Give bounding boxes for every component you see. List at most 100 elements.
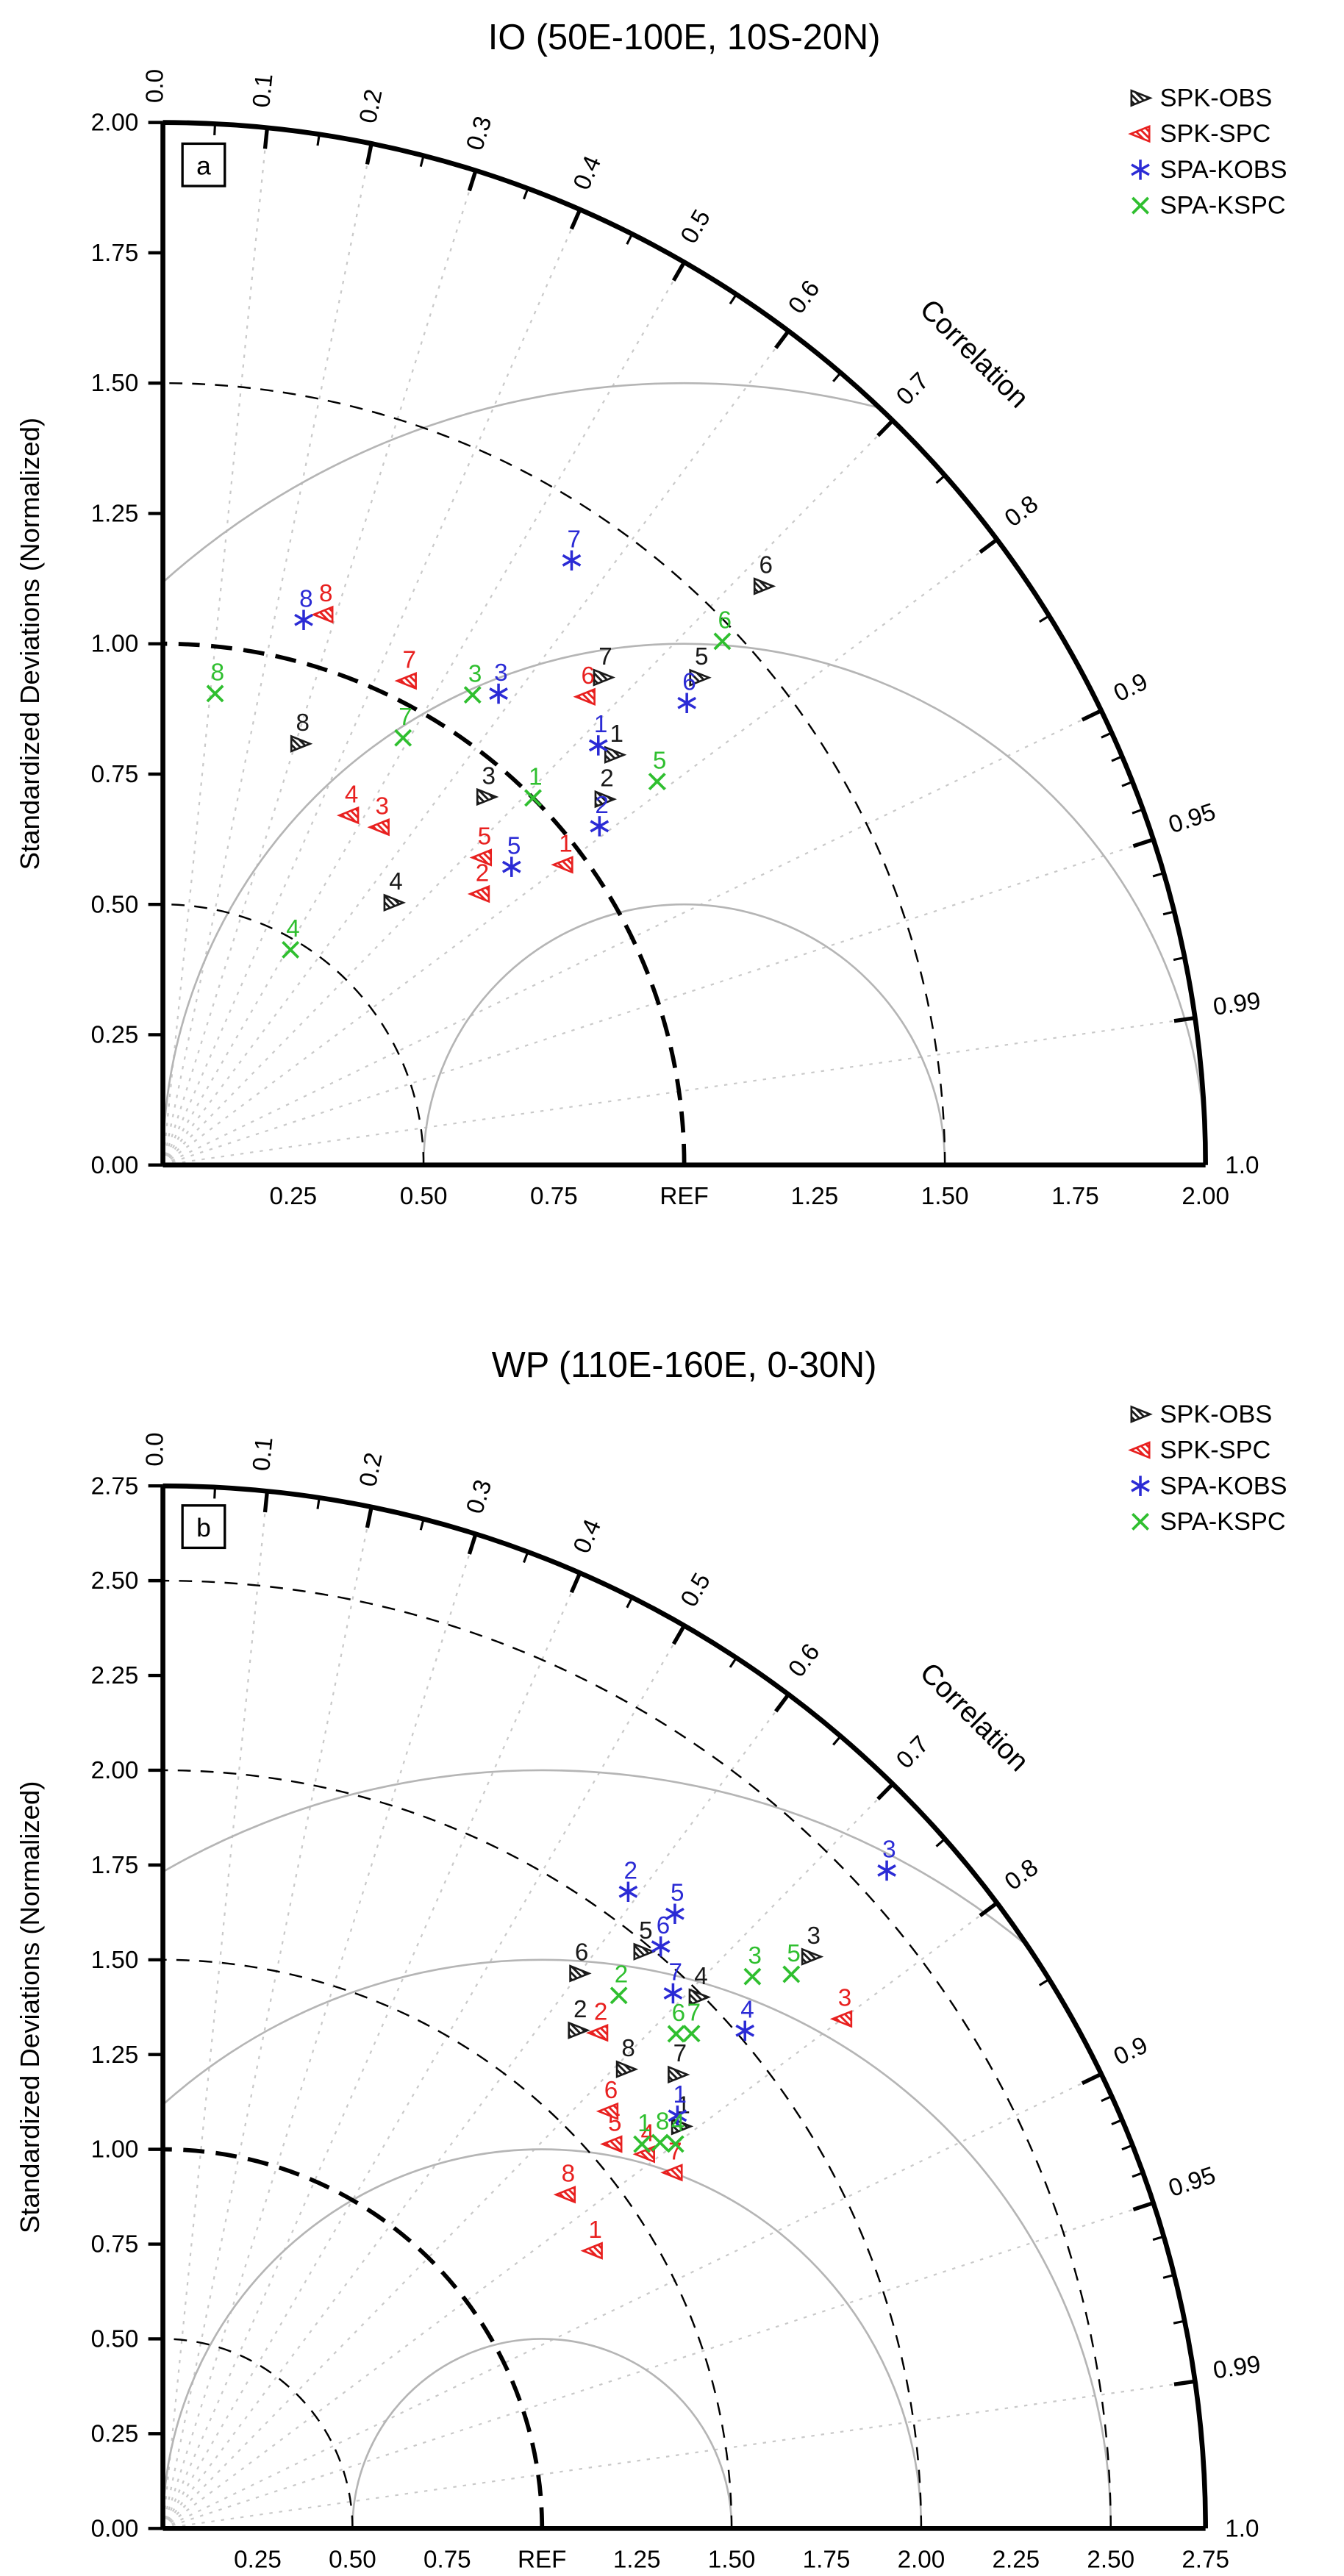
data-point: 6 [569, 1939, 592, 1983]
point-label: 6 [657, 1912, 670, 1939]
x-tick-label: 2.25 [992, 2546, 1040, 2573]
taylor-panel-b: 0.000.250.500.751.001.251.501.752.002.25… [91, 1400, 1287, 2574]
correlation-tick [1132, 837, 1154, 848]
triangle-left-marker-icon [1128, 1441, 1151, 1459]
data-point: 4 [282, 915, 300, 959]
correlation-tick [979, 537, 998, 554]
data-point: 3 [877, 1836, 896, 1881]
data-point: 6 [677, 669, 697, 714]
outer-arc [162, 120, 1208, 1165]
triangle-right-marker-icon [801, 1947, 824, 1966]
correlation-tick-label: 0.2 [354, 87, 387, 126]
triangle-right-marker-icon [593, 668, 616, 687]
correlation-tick [1132, 808, 1144, 815]
cross-marker-icon [743, 1967, 762, 1986]
correlation-tick [1111, 2119, 1123, 2126]
correlation-tick [1173, 1016, 1195, 1023]
cross-marker-icon [282, 940, 300, 959]
point-label: 4 [286, 915, 299, 942]
triangle-right-marker-icon [476, 787, 499, 806]
point-label: 8 [211, 659, 224, 687]
panel-letter: a [196, 151, 211, 181]
x-tick-label: 0.25 [270, 1183, 318, 1210]
cross-marker-icon [610, 1986, 628, 2005]
data-point: 1 [524, 764, 543, 807]
correlation-tick [1162, 910, 1175, 916]
data-point: 3 [476, 762, 499, 806]
rms-arc [351, 2338, 733, 2529]
triangle-right-marker-icon [569, 1964, 592, 1983]
point-label: 1 [559, 831, 572, 858]
cross-marker-icon [394, 729, 412, 747]
asterisk-marker-icon [877, 1860, 896, 1881]
point-label: 3 [482, 762, 496, 790]
correlation-tick-label: 0.95 [1165, 798, 1219, 839]
correlation-tick [419, 155, 425, 168]
data-point: 1 [588, 711, 608, 756]
y-tick-label: 0.25 [91, 2420, 139, 2447]
panel-letter-box [181, 1504, 226, 1550]
y-tick-label: 1.75 [91, 1852, 139, 1879]
data-point: 4 [336, 781, 360, 825]
point-label: 1 [637, 2110, 651, 2137]
point-label: 2 [573, 1996, 587, 2023]
correlation-tick-label: 0.3 [461, 113, 497, 154]
data-point: 3 [463, 660, 482, 704]
correlation-tick [523, 187, 529, 200]
asterisk-marker-icon [294, 609, 313, 630]
y-tick-label: 1.50 [91, 370, 139, 397]
y-tick-label: 0.00 [91, 2515, 139, 2542]
cross-marker-icon [1132, 1512, 1149, 1531]
y-tick-label: 2.75 [91, 1473, 139, 1500]
point-label: 4 [740, 1997, 754, 2024]
x-tick-label: 0.75 [530, 1183, 578, 1210]
legend-label: SPA-KSPC [1160, 192, 1286, 220]
triangle-left-marker-icon [585, 2024, 609, 2042]
point-label: 3 [748, 1942, 761, 1969]
x-tick-label: 0.50 [329, 2546, 376, 2573]
rms-arc [162, 1958, 1112, 2529]
asterisk-marker-icon [677, 693, 697, 714]
correlation-ray [162, 2202, 1154, 2530]
panel-b-correlation-axis-label: Correlation [914, 1657, 1034, 1778]
data-point: 6 [667, 2000, 685, 2043]
correlation-ray [162, 330, 790, 1166]
data-point: 1 [604, 720, 627, 764]
legend-item-spk-spc: SPK-SPC [1128, 120, 1270, 148]
data-point: 3 [743, 1942, 762, 1986]
correlation-tick [832, 372, 842, 382]
point-label: 5 [639, 1917, 652, 1944]
correlation-ray [162, 1506, 373, 2529]
correlation-tick-label: 0.4 [568, 152, 607, 194]
y-tick-label: 2.00 [91, 110, 139, 137]
y-tick-label: 1.00 [91, 631, 139, 658]
point-label: 7 [402, 646, 415, 673]
point-label: 7 [687, 1999, 701, 2026]
triangle-right-marker-icon [290, 734, 313, 753]
correlation-tick-label: 0.5 [676, 1569, 716, 1611]
correlation-tick-label: 0.99 [1212, 2351, 1262, 2385]
point-label: 7 [398, 704, 412, 731]
correlation-tick [419, 1518, 425, 1531]
data-point: 2 [568, 1996, 590, 2039]
triangle-right-marker-icon [568, 2021, 590, 2039]
data-point: 1 [580, 2217, 603, 2260]
rms-arc [422, 903, 946, 1165]
correlation-tick [569, 1572, 582, 1594]
correlation-ray [162, 1625, 685, 2529]
legend-label: SPA-KOBS [1160, 1472, 1287, 1500]
legend-item-spa-kspc: SPA-KSPC [1132, 1508, 1286, 1536]
data-point: 4 [735, 1997, 755, 2042]
point-label: 2 [594, 1998, 607, 2025]
data-point: 5 [648, 747, 666, 791]
x-tick-label: 1.25 [613, 2546, 661, 2573]
correlation-tick-label: 0.8 [1000, 490, 1043, 532]
x-tick-label: 2.00 [898, 2546, 946, 2573]
triangle-left-marker-icon [367, 818, 390, 837]
correlation-tick-label: 0.4 [568, 1515, 607, 1557]
triangle-right-marker-icon [633, 1942, 656, 1961]
point-label: 1 [588, 2217, 601, 2244]
correlation-ray [162, 2380, 1195, 2530]
point-label: 4 [345, 781, 358, 808]
point-label: 4 [671, 2110, 684, 2137]
